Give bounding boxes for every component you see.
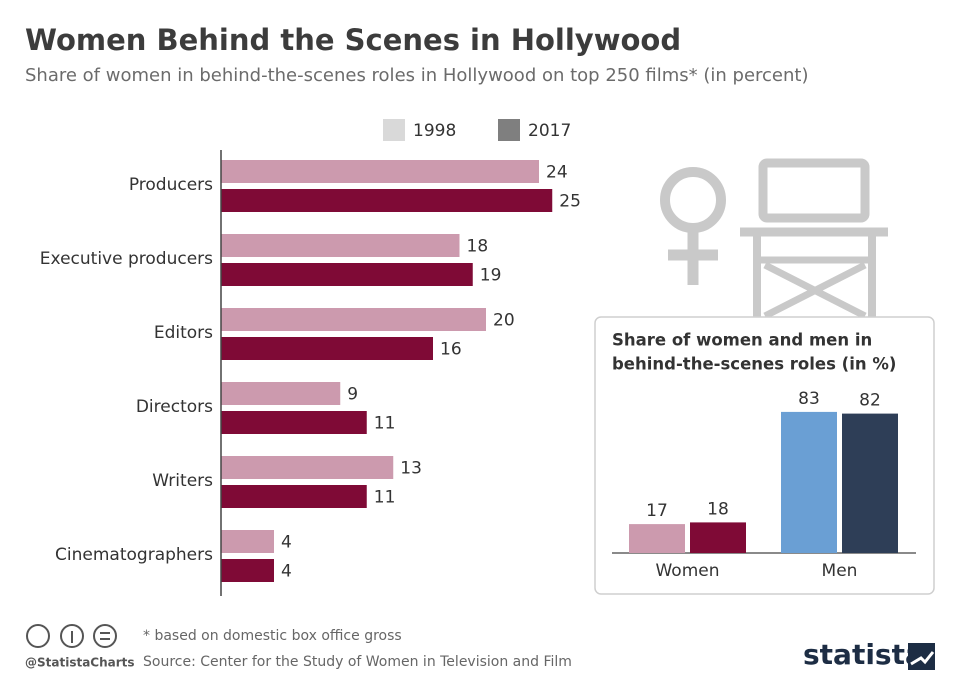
- value-label: 19: [480, 266, 502, 286]
- legend-label: 2017: [528, 121, 571, 141]
- bar: [629, 524, 685, 553]
- value-label: 9: [347, 385, 358, 405]
- bar: [221, 189, 553, 212]
- bar: [781, 411, 837, 553]
- bar: [221, 234, 460, 257]
- value-label: 17: [646, 501, 668, 521]
- value-label: 13: [400, 459, 422, 479]
- chart-title: Women Behind the Scenes in Hollywood: [25, 23, 681, 57]
- bar: [221, 411, 367, 434]
- cc-icons: [26, 624, 117, 648]
- category-label: Executive producers: [40, 249, 213, 269]
- category-label: Women: [655, 561, 719, 581]
- logo: statista: [803, 638, 924, 671]
- handle: @StatistaCharts: [25, 656, 135, 670]
- category-label: Directors: [136, 397, 213, 417]
- bar: [221, 308, 486, 331]
- inset-title: behind-the-scenes roles (in %): [612, 355, 896, 374]
- legend-label: 1998: [413, 121, 456, 141]
- value-label: 16: [440, 340, 462, 360]
- bar: [221, 456, 394, 479]
- legend-swatch: [498, 119, 520, 141]
- bar: [221, 485, 367, 508]
- icons: [660, 158, 888, 320]
- category-label: Producers: [129, 175, 213, 195]
- value-label: 18: [467, 237, 489, 257]
- footnote: * based on domestic box office gross: [143, 628, 402, 644]
- value-label: 18: [707, 499, 729, 519]
- chart-subtitle: Share of women in behind-the-scenes role…: [25, 65, 809, 86]
- value-label: 20: [493, 311, 515, 331]
- category-label: Men: [822, 561, 858, 581]
- bar: [690, 522, 746, 553]
- category-label: Writers: [152, 471, 213, 491]
- logo-mark: [910, 651, 935, 666]
- bar: [221, 160, 539, 183]
- bar: [842, 413, 898, 553]
- value-label: 82: [859, 391, 881, 411]
- bar: [221, 337, 433, 360]
- bar: [221, 263, 473, 286]
- category-label: Cinematographers: [55, 545, 213, 565]
- value-label: 25: [559, 192, 581, 212]
- value-label: 83: [798, 389, 820, 409]
- inset-title: Share of women and men in: [612, 331, 872, 350]
- value-label: 4: [281, 533, 292, 553]
- legend-swatch: [383, 119, 405, 141]
- value-label: 11: [374, 414, 396, 434]
- value-label: 24: [546, 163, 568, 183]
- category-label: Editors: [154, 323, 213, 343]
- bar: [221, 530, 274, 553]
- bar: [221, 559, 274, 582]
- value-label: 4: [281, 562, 292, 582]
- bar: [221, 382, 341, 405]
- source: Source: Center for the Study of Women in…: [143, 654, 572, 670]
- value-label: 11: [374, 488, 396, 508]
